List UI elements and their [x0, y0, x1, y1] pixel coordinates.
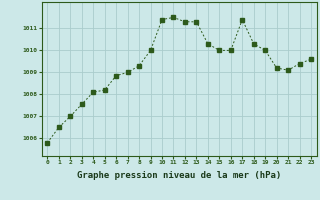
X-axis label: Graphe pression niveau de la mer (hPa): Graphe pression niveau de la mer (hPa) — [77, 171, 281, 180]
